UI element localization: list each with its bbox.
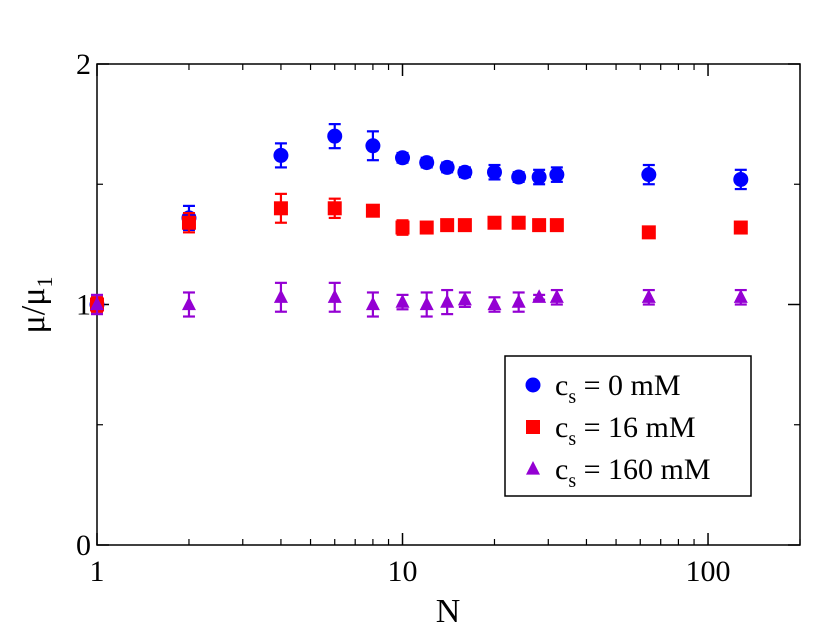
data-point	[457, 291, 472, 306]
data-point	[365, 203, 380, 218]
data-point	[327, 289, 342, 303]
data-point	[511, 169, 527, 185]
y-axis-title-sub: 1	[32, 277, 57, 288]
x-tick-label: 100	[686, 555, 731, 588]
data-point	[395, 294, 410, 308]
data-point	[511, 215, 526, 230]
data-point	[419, 296, 434, 311]
data-point	[487, 296, 502, 311]
data-point	[181, 215, 196, 230]
data-point	[733, 171, 749, 187]
data-point	[549, 218, 564, 233]
data-point	[419, 220, 434, 235]
data-point	[395, 220, 410, 235]
data-point	[327, 201, 342, 216]
data-point	[419, 155, 435, 171]
data-point	[641, 289, 656, 303]
data-point	[273, 147, 289, 163]
series-layer	[89, 123, 749, 318]
data-point	[327, 128, 343, 144]
data-point	[440, 218, 455, 233]
legend-marker	[525, 377, 541, 393]
data-point	[457, 164, 473, 180]
y-tick-label: 2	[76, 48, 91, 81]
legend-entry-0: cs = 0 mM	[525, 369, 681, 408]
y-tick-label: 0	[76, 529, 91, 562]
data-point	[457, 218, 472, 233]
x-tick-label: 10	[388, 555, 418, 588]
series-2	[90, 281, 748, 318]
data-point	[395, 150, 411, 166]
x-axis-title: N	[436, 593, 461, 630]
data-point	[532, 218, 547, 233]
data-point	[439, 159, 455, 175]
data-point	[440, 294, 455, 308]
data-point	[365, 296, 380, 311]
data-point	[273, 201, 288, 216]
x-tick-label: 1	[90, 555, 105, 588]
legend-entry-2: cs = 160 mM	[526, 453, 711, 492]
x-minor-ticks	[188, 64, 801, 545]
data-point	[90, 296, 104, 311]
y-axis-title-main: μ/μ	[15, 288, 52, 334]
legend-label: cs = 0 mM	[555, 369, 681, 408]
legend-marker	[526, 460, 540, 475]
legend-entry-1: cs = 16 mM	[526, 411, 696, 450]
y-axis-title: μ/μ1	[15, 277, 57, 334]
legend-marker	[526, 420, 540, 434]
data-point	[511, 294, 526, 308]
legend-box	[504, 355, 752, 497]
data-point	[486, 164, 502, 180]
data-point	[733, 289, 748, 303]
legend-label: cs = 16 mM	[555, 411, 696, 450]
data-point	[549, 289, 564, 303]
data-point	[365, 138, 381, 154]
data-point	[641, 225, 656, 240]
data-point	[531, 169, 547, 185]
data-point	[273, 289, 288, 303]
data-point	[532, 289, 547, 303]
data-point	[181, 296, 196, 311]
data-point	[641, 167, 657, 183]
data-point	[487, 215, 502, 230]
data-point	[549, 167, 565, 183]
series-1	[90, 192, 748, 313]
svg-text:μ/μ1: μ/μ1	[15, 277, 57, 334]
data-point	[733, 220, 748, 235]
y-tick-label: 1	[76, 289, 91, 322]
legend-label: cs = 160 mM	[555, 453, 711, 492]
